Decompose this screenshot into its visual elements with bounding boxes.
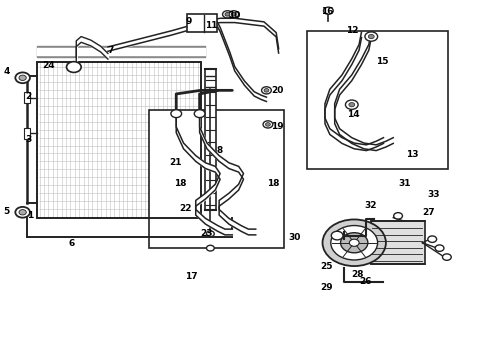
Text: 22: 22 (179, 204, 191, 213)
Text: 6: 6 (68, 239, 74, 248)
Bar (23, 92, 30, 103)
Bar (186, 14, 217, 32)
Bar (306, 31, 447, 169)
Bar (37, 62, 200, 218)
Circle shape (434, 245, 443, 251)
Circle shape (348, 103, 354, 107)
Bar (204, 69, 216, 211)
Text: 7: 7 (107, 46, 113, 55)
Circle shape (66, 62, 81, 72)
Circle shape (224, 13, 229, 16)
Text: 28: 28 (351, 270, 363, 279)
Text: 30: 30 (287, 233, 300, 242)
Text: 13: 13 (406, 150, 418, 159)
Text: 4: 4 (3, 67, 10, 76)
Circle shape (206, 231, 214, 237)
Circle shape (345, 100, 357, 109)
Text: 1: 1 (27, 211, 33, 220)
Circle shape (15, 207, 30, 218)
Circle shape (19, 210, 26, 215)
Text: 10: 10 (227, 10, 240, 19)
Circle shape (367, 35, 373, 39)
Circle shape (330, 226, 377, 260)
Circle shape (442, 254, 450, 260)
Bar (37, 62, 200, 218)
Text: 29: 29 (320, 283, 332, 292)
Circle shape (15, 72, 30, 83)
Text: 32: 32 (363, 201, 376, 210)
Circle shape (264, 89, 268, 92)
Circle shape (228, 11, 238, 18)
Text: 25: 25 (320, 262, 332, 271)
Text: 5: 5 (3, 207, 10, 216)
Circle shape (330, 231, 342, 240)
Text: 20: 20 (271, 86, 283, 95)
Text: 16: 16 (321, 7, 333, 16)
Text: 12: 12 (346, 26, 358, 35)
Text: 27: 27 (422, 208, 434, 217)
Circle shape (265, 123, 270, 126)
Circle shape (19, 75, 26, 81)
Text: 21: 21 (169, 158, 181, 167)
Circle shape (427, 236, 436, 242)
Text: 8: 8 (216, 146, 222, 155)
Circle shape (364, 32, 377, 41)
Text: 11: 11 (204, 21, 217, 30)
Circle shape (222, 11, 232, 18)
Circle shape (393, 213, 402, 219)
Circle shape (322, 220, 385, 266)
Circle shape (263, 121, 272, 128)
Text: 31: 31 (397, 179, 410, 188)
Circle shape (170, 110, 181, 118)
Circle shape (348, 239, 358, 246)
Text: 24: 24 (42, 61, 55, 70)
Bar (23, 128, 30, 139)
Text: 19: 19 (271, 122, 284, 131)
Circle shape (323, 7, 332, 14)
Text: 18: 18 (174, 179, 186, 188)
Text: 17: 17 (185, 271, 198, 280)
Text: 9: 9 (185, 17, 191, 26)
Circle shape (206, 245, 214, 251)
Text: 26: 26 (359, 277, 371, 286)
Text: 14: 14 (346, 110, 359, 119)
Text: 2: 2 (25, 92, 32, 101)
Text: 33: 33 (427, 190, 439, 199)
Text: 18: 18 (266, 179, 279, 188)
Circle shape (261, 87, 271, 94)
Text: 3: 3 (25, 135, 32, 144)
Circle shape (340, 233, 367, 253)
Bar (370, 221, 424, 264)
Text: 15: 15 (375, 57, 387, 66)
Bar (149, 110, 283, 248)
Circle shape (194, 110, 204, 118)
Text: 23: 23 (200, 229, 212, 238)
Circle shape (231, 13, 236, 16)
